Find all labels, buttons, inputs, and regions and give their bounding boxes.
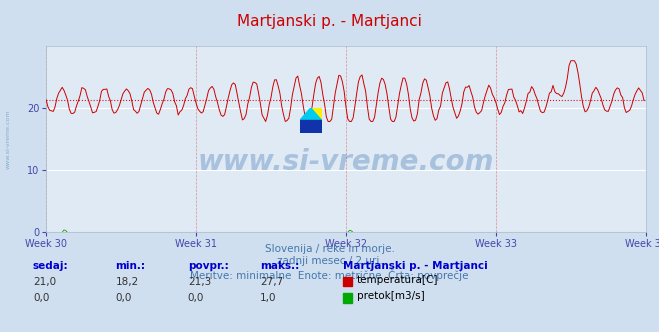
Text: 18,2: 18,2 <box>115 277 138 287</box>
Polygon shape <box>311 108 322 121</box>
Text: pretok[m3/s]: pretok[m3/s] <box>357 291 425 301</box>
Text: www.si-vreme.com: www.si-vreme.com <box>198 148 494 176</box>
Polygon shape <box>300 121 322 133</box>
Text: zadnji mesec / 2 uri.: zadnji mesec / 2 uri. <box>277 256 382 266</box>
Text: Martjanski p. - Martjanci: Martjanski p. - Martjanci <box>343 261 488 271</box>
Text: temperatura[C]: temperatura[C] <box>357 275 439 285</box>
Text: Martjanski p. - Martjanci: Martjanski p. - Martjanci <box>237 14 422 29</box>
Text: Slovenija / reke in morje.: Slovenija / reke in morje. <box>264 244 395 254</box>
Polygon shape <box>300 108 322 121</box>
Text: sedaj:: sedaj: <box>33 261 69 271</box>
Text: 0,0: 0,0 <box>115 293 132 303</box>
Text: 0,0: 0,0 <box>188 293 204 303</box>
Text: 1,0: 1,0 <box>260 293 277 303</box>
Text: maks.:: maks.: <box>260 261 300 271</box>
Text: povpr.:: povpr.: <box>188 261 229 271</box>
Text: min.:: min.: <box>115 261 146 271</box>
Text: 0,0: 0,0 <box>33 293 49 303</box>
Text: www.si-vreme.com: www.si-vreme.com <box>6 110 11 169</box>
Text: 21,3: 21,3 <box>188 277 211 287</box>
Text: 27,7: 27,7 <box>260 277 283 287</box>
Text: Meritve: minimalne  Enote: metrične  Črta: povprečje: Meritve: minimalne Enote: metrične Črta:… <box>190 269 469 281</box>
Text: 21,0: 21,0 <box>33 277 56 287</box>
